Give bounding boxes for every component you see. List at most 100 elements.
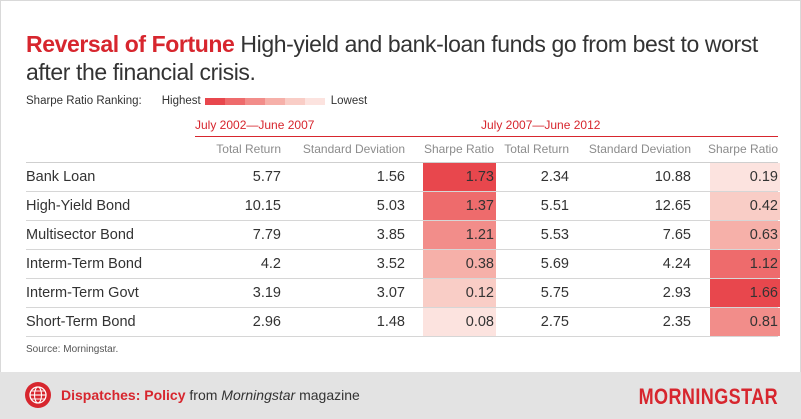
period-2-rule <box>481 136 778 137</box>
chart-title: Reversal of Fortune High-yield and bank-… <box>26 30 766 86</box>
legend-swatch-6 <box>304 97 325 105</box>
col-header-total-return-2: Total Return <box>504 142 569 156</box>
sharpe-2-rank-shade <box>710 163 780 191</box>
row-label: Interm-Term Govt <box>26 285 139 301</box>
sharpe-1-cell: 0.08 <box>465 314 494 330</box>
sharpe-2-rank-shade <box>710 279 780 307</box>
std-dev-2-cell: 2.35 <box>662 314 691 330</box>
sharpe-2-rank-shade <box>710 192 780 220</box>
total-return-2-cell: 2.75 <box>540 314 569 330</box>
table-row: Interm-Term Bond 4.2 3.52 0.38 5.69 4.24 1.12 <box>26 250 780 279</box>
sharpe-2-cell: 0.19 <box>749 169 778 185</box>
total-return-2-cell: 5.51 <box>540 198 569 214</box>
period-1-title: July 2002—June 2007 <box>195 118 315 132</box>
table-row: Bank Loan 5.77 1.56 1.73 2.34 10.88 0.19 <box>26 163 780 192</box>
sharpe-1-cell: 1.37 <box>465 198 494 214</box>
sharpe-2-cell: 0.63 <box>749 227 778 243</box>
std-dev-2-cell: 2.93 <box>662 285 691 301</box>
total-return-1-cell: 4.2 <box>260 256 281 272</box>
sharpe-2-cell: 0.42 <box>749 198 778 214</box>
sharpe-1-rank-shade <box>423 192 496 220</box>
sharpe-1-rank-shade <box>423 221 496 249</box>
row-divider <box>26 336 778 337</box>
col-header-total-return-1: Total Return <box>216 142 281 156</box>
table-row: Multisector Bond 7.79 3.85 1.21 5.53 7.65 0.63 <box>26 221 780 250</box>
header-rule <box>26 162 778 163</box>
std-dev-1-cell: 3.52 <box>376 256 405 272</box>
sharpe-2-cell: 1.66 <box>749 285 778 301</box>
legend-swatches <box>204 97 325 105</box>
row-label: High-Yield Bond <box>26 198 131 214</box>
legend-swatch-3 <box>244 97 265 105</box>
footer-bar: Dispatches: Policy from Morningstar maga… <box>0 372 801 419</box>
table-row: High-Yield Bond 10.15 5.03 1.37 5.51 12.65 0.4… <box>26 192 780 221</box>
sharpe-2-cell: 1.12 <box>749 256 778 272</box>
footer-magazine-word: magazine <box>299 387 360 403</box>
sharpe-2-cell: 0.81 <box>749 314 778 330</box>
total-return-1-cell: 7.79 <box>252 227 281 243</box>
col-header-std-dev-2: Standard Deviation <box>588 142 691 156</box>
std-dev-1-cell: 5.03 <box>376 198 405 214</box>
footer-section[interactable]: Dispatches: Policy <box>61 387 186 403</box>
sharpe-1-rank-shade <box>423 250 496 278</box>
sharpe-1-rank-shade <box>423 163 496 191</box>
row-divider <box>26 220 778 221</box>
std-dev-2-cell: 7.65 <box>662 227 691 243</box>
total-return-2-cell: 5.53 <box>540 227 569 243</box>
row-label: Interm-Term Bond <box>26 256 143 272</box>
legend-lowest: Lowest <box>330 95 368 107</box>
row-label: Multisector Bond <box>26 227 134 243</box>
row-divider <box>26 307 778 308</box>
legend-swatch-1 <box>204 97 225 105</box>
sharpe-2-rank-shade <box>710 308 780 336</box>
std-dev-1-cell: 3.85 <box>376 227 405 243</box>
sharpe-1-rank-shade <box>423 279 496 307</box>
std-dev-1-cell: 1.56 <box>376 169 405 185</box>
legend-swatch-2 <box>224 97 245 105</box>
sharpe-1-cell: 0.12 <box>465 285 494 301</box>
title-text: High-yield and bank-loan funds go from b… <box>26 31 758 85</box>
sharpe-2-rank-shade <box>710 250 780 278</box>
row-label: Short-Term Bond <box>26 314 136 330</box>
col-header-std-dev-1: Standard Deviation <box>302 142 405 156</box>
std-dev-1-cell: 3.07 <box>376 285 405 301</box>
legend-swatch-5 <box>284 97 305 105</box>
std-dev-2-cell: 12.65 <box>654 198 691 214</box>
legend-label: Sharpe Ratio Ranking: <box>26 95 142 107</box>
footer-text: Dispatches: Policy from Morningstar maga… <box>61 387 360 403</box>
row-divider <box>26 278 778 279</box>
legend: Sharpe Ratio Ranking: Highest Lowest <box>26 93 367 109</box>
table-row: Interm-Term Govt 3.19 3.07 0.12 5.75 2.93 1.66 <box>26 279 780 308</box>
std-dev-2-cell: 4.24 <box>662 256 691 272</box>
col-header-sharpe-2: Sharpe Ratio <box>707 142 778 156</box>
table-row: Short-Term Bond 2.96 1.48 0.08 2.75 2.35 0.81 <box>26 308 780 337</box>
footer-magazine-name: Morningstar <box>221 387 296 403</box>
globe-icon <box>25 382 51 408</box>
legend-highest: Highest <box>161 95 201 107</box>
col-header-sharpe-1: Sharpe Ratio <box>423 142 494 156</box>
source-note: Source: Morningstar. <box>26 344 119 355</box>
total-return-1-cell: 10.15 <box>244 198 281 214</box>
row-divider <box>26 191 778 192</box>
std-dev-1-cell: 1.48 <box>376 314 405 330</box>
sharpe-1-cell: 0.38 <box>465 256 494 272</box>
sharpe-1-rank-shade <box>423 308 496 336</box>
row-divider <box>26 249 778 250</box>
total-return-2-cell: 2.34 <box>540 169 569 185</box>
title-accent: Reversal of Fortune <box>26 31 235 57</box>
footer-from: from <box>189 387 218 403</box>
morningstar-logo: MORNINGSTAR <box>638 384 778 409</box>
sharpe-2-rank-shade <box>710 221 780 249</box>
std-dev-2-cell: 10.88 <box>654 169 691 185</box>
total-return-1-cell: 2.96 <box>252 314 281 330</box>
total-return-1-cell: 3.19 <box>252 285 281 301</box>
total-return-2-cell: 5.69 <box>540 256 569 272</box>
total-return-1-cell: 5.77 <box>252 169 281 185</box>
row-label: Bank Loan <box>26 169 96 185</box>
total-return-2-cell: 5.75 <box>540 285 569 301</box>
legend-swatch-4 <box>264 97 285 105</box>
sharpe-1-cell: 1.21 <box>465 227 494 243</box>
period-1-rule <box>195 136 497 137</box>
period-2-title: July 2007—June 2012 <box>481 118 601 132</box>
